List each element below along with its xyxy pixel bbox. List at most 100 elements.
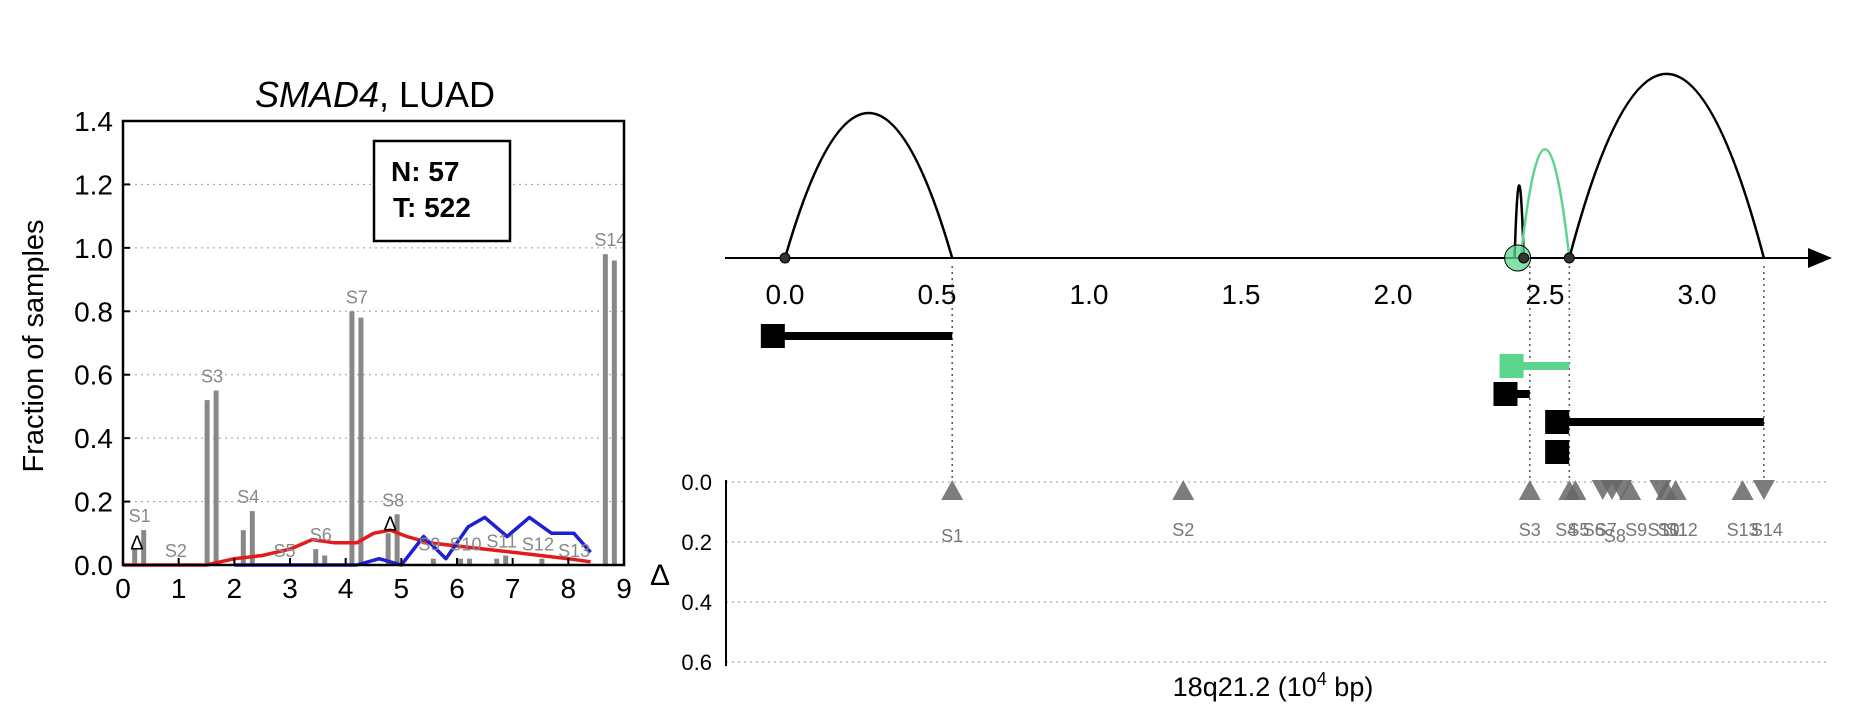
bar-normal [458, 558, 464, 565]
y-tick-label: 0.6 [74, 360, 113, 391]
exon-box [1545, 410, 1570, 434]
site-label: S4 [1555, 520, 1577, 540]
count-box-frame [372, 139, 512, 243]
axis-node [1518, 252, 1530, 264]
plot-frame [121, 119, 626, 567]
bar-normal [313, 549, 319, 565]
x-tick-label: 5 [394, 573, 410, 604]
x-tick-label: 6 [449, 573, 465, 604]
site-markers [941, 480, 1775, 500]
tick-labels: 0.0 0.2 0.4 0.6 0.8 1.0 1.2 1.4 0 1 2 3 4 5 6 7 8 9 [74, 106, 632, 604]
title-rest: , LUAD [379, 74, 495, 115]
x-tick-label: 2 [227, 573, 243, 604]
x-tick-label: 4 [338, 573, 354, 604]
chart-title: SMAD4, LUAD [255, 74, 495, 115]
site-marker [1619, 480, 1642, 500]
y-tick-label: 0.2 [74, 487, 113, 518]
bar-tumor [213, 390, 219, 565]
delta-gridlines [726, 481, 1830, 663]
exon-box [1499, 354, 1524, 378]
site-label: S13 [1727, 520, 1759, 540]
delta-marker: Δ [384, 513, 397, 535]
bar-label: S7 [346, 287, 368, 307]
site-marker [1731, 480, 1754, 500]
site-marker [1752, 480, 1775, 500]
y-axis-label: Fraction of samples [18, 219, 50, 472]
arc-diagram: 0.0 0.5 1.0 1.5 2.0 2.5 3.0 0.00.20.40.6 Δ S1 S… [650, 72, 1832, 702]
delta-tick-label: 0.0 [681, 470, 712, 495]
x-axis-label-main: 18q21.2 (10 [1173, 672, 1317, 702]
x-tick-label: 0.0 [766, 279, 805, 310]
site-label: S2 [1172, 520, 1194, 540]
bar-label: S14 [594, 230, 626, 250]
title-gene: SMAD4 [255, 74, 379, 115]
site-label: S10 [1648, 520, 1680, 540]
x-tick-label: 7 [505, 573, 521, 604]
site-label: S5 [1567, 520, 1589, 540]
bar-tumor [503, 555, 509, 565]
bar-label: S3 [201, 367, 223, 387]
bar-tumor [467, 558, 473, 565]
x-axis-label-tail: bp) [1327, 672, 1374, 702]
bar-label: S5 [273, 541, 295, 561]
bar-normal [494, 558, 500, 565]
bar-tumor [611, 260, 617, 565]
y-tick-label: 0.8 [74, 296, 113, 327]
delta-axis-label: Δ [650, 559, 670, 592]
bar-normal [240, 530, 246, 565]
bar-label: S8 [382, 490, 404, 510]
x-tick-label: 2.0 [1374, 279, 1413, 310]
bar-normal [204, 400, 210, 565]
x-tick-label: 8 [561, 573, 577, 604]
bar-label: S1 [129, 506, 151, 526]
series-line [123, 528, 591, 567]
exon-box [1493, 382, 1518, 406]
site-label: S1 [941, 526, 963, 546]
bar-normal [602, 254, 608, 565]
y-tick-label: 0.0 [74, 550, 113, 581]
highlight-node [1504, 244, 1532, 272]
bar-label: S4 [237, 487, 259, 507]
bar-tumor [430, 558, 436, 565]
x-tick-label: 3.0 [1678, 279, 1717, 310]
bar-label: S11 [486, 531, 517, 551]
x-tick-label: 1.5 [1222, 279, 1261, 310]
site-marker [1664, 480, 1687, 500]
x-tick-label: 0 [115, 573, 131, 604]
bar-chart: SMAD4, LUAD Fraction of samples S1 S2 S3 S4… [18, 74, 632, 604]
site-label: S12 [1666, 520, 1698, 540]
bar-tumor [249, 511, 255, 565]
bars [132, 254, 617, 565]
bar-label: S13 [558, 541, 590, 561]
axis-arrow [1808, 248, 1832, 268]
site-label: S8 [1604, 526, 1626, 546]
bar-tumor [358, 317, 364, 565]
bar-tumor [394, 514, 400, 565]
x-tick-label: 0.5 [918, 279, 957, 310]
axis-node [1563, 252, 1575, 264]
site-label: S3 [1519, 520, 1541, 540]
site-marker [1172, 480, 1195, 500]
exon-box [760, 324, 785, 348]
bar-labels: S1 S2 S3 S4 S5 S6 S7 S8 S9 S10 S11 S12 S13 S14 [129, 230, 627, 561]
y-tick-label: 1.2 [74, 169, 113, 200]
site-marker [1564, 480, 1587, 500]
guide-lines [951, 266, 1765, 482]
x-axis-label-exp: 4 [1317, 669, 1327, 689]
count-normal: N: 57 [391, 156, 459, 187]
x-tick-label: 1.0 [1070, 279, 1109, 310]
series-lines [123, 515, 592, 567]
x-axis-label: 18q21.2 (104 bp) [1173, 669, 1374, 702]
axis-node [779, 252, 791, 264]
y-tick-label: 1.0 [74, 233, 113, 264]
x-tick-label: 3 [282, 573, 298, 604]
x-tick-label: 2.5 [1526, 279, 1565, 310]
delta-marker: Δ [130, 532, 143, 554]
site-label: S9 [1625, 520, 1647, 540]
x-tick-label: 1 [171, 573, 187, 604]
site-marker [1610, 480, 1632, 500]
x-tick-labels: 0.0 0.5 1.0 1.5 2.0 2.5 3.0 [766, 279, 1717, 310]
junction-arc [1519, 148, 1571, 259]
